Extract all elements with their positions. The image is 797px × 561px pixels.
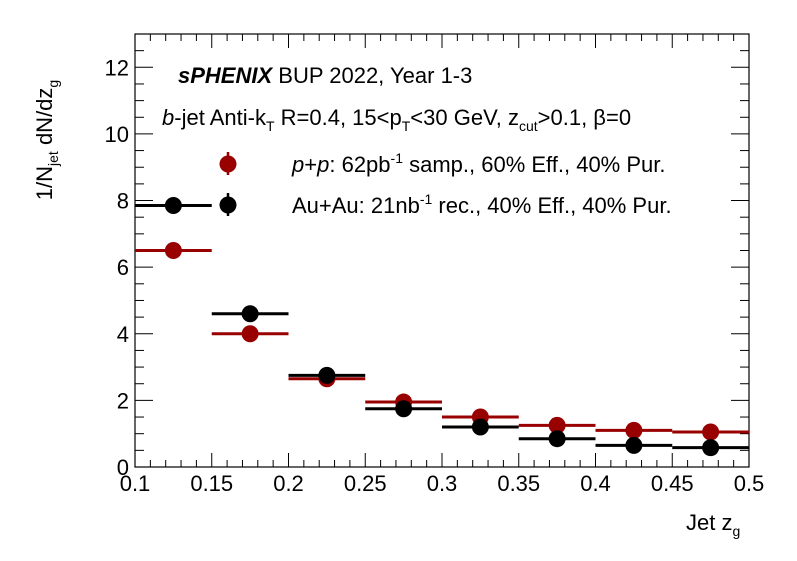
- y-tick-label: 12: [105, 55, 129, 80]
- y-tick-labels: 0 2 4 6 8 10 12: [105, 55, 129, 480]
- data-point: [548, 430, 566, 448]
- legend-marker-auau: [219, 193, 237, 216]
- y-axis-label: 1/Njet dN/dzg: [32, 80, 61, 200]
- y-tick-label: 2: [117, 388, 129, 413]
- x-tick-label: 0.35: [497, 471, 540, 496]
- x-tick-label: 0.15: [190, 471, 233, 496]
- data-point: [241, 325, 259, 343]
- data-point: [702, 439, 720, 457]
- data-point: [164, 197, 182, 215]
- data-point: [241, 305, 259, 323]
- legend-label-auau: Au+Au: 21nb-1 rec., 40% Eff., 40% Pur.: [292, 191, 672, 218]
- data-point: [548, 416, 566, 434]
- data-point: [625, 421, 643, 439]
- data-point: [318, 366, 336, 384]
- y-tick-label: 6: [117, 255, 129, 280]
- y-tick-label: 4: [117, 322, 129, 347]
- y-tick-label: 0: [117, 455, 129, 480]
- data-marks: [135, 197, 749, 457]
- x-tick-label: 0.5: [734, 471, 765, 496]
- data-point: [625, 436, 643, 454]
- axis-ticks: [134, 33, 750, 468]
- y-tick-label: 8: [117, 189, 129, 214]
- x-tick-label: 0.45: [651, 471, 694, 496]
- data-point: [471, 418, 489, 436]
- x-axis-label: Jet zg: [686, 510, 740, 539]
- x-tick-label: 0.4: [580, 471, 611, 496]
- legend-marker-pp: [219, 152, 237, 175]
- x-tick-label: 0.1: [120, 471, 151, 496]
- x-tick-labels: 0.1 0.15 0.2 0.25 0.3 0.35 0.4 0.45 0.5: [120, 471, 765, 496]
- x-tick-label: 0.3: [427, 471, 458, 496]
- x-tick-label: 0.2: [273, 471, 304, 496]
- y-tick-label: 10: [105, 122, 129, 147]
- data-point: [395, 400, 413, 418]
- chart-subtitle: b-jet Anti-kT R=0.4, 15<pT<30 GeV, zcut>…: [162, 105, 631, 134]
- series-auau: [135, 197, 749, 457]
- data-point: [702, 423, 720, 441]
- legend: p+p: 62pb-1 samp., 60% Eff., 40% Pur. Au…: [219, 150, 672, 218]
- data-point: [164, 242, 182, 259]
- legend-label-pp: p+p: 62pb-1 samp., 60% Eff., 40% Pur.: [291, 150, 666, 177]
- series-pp: [135, 242, 749, 441]
- x-tick-label: 0.25: [344, 471, 387, 496]
- chart-title: sPHENIX BUP 2022, Year 1-3: [178, 63, 472, 88]
